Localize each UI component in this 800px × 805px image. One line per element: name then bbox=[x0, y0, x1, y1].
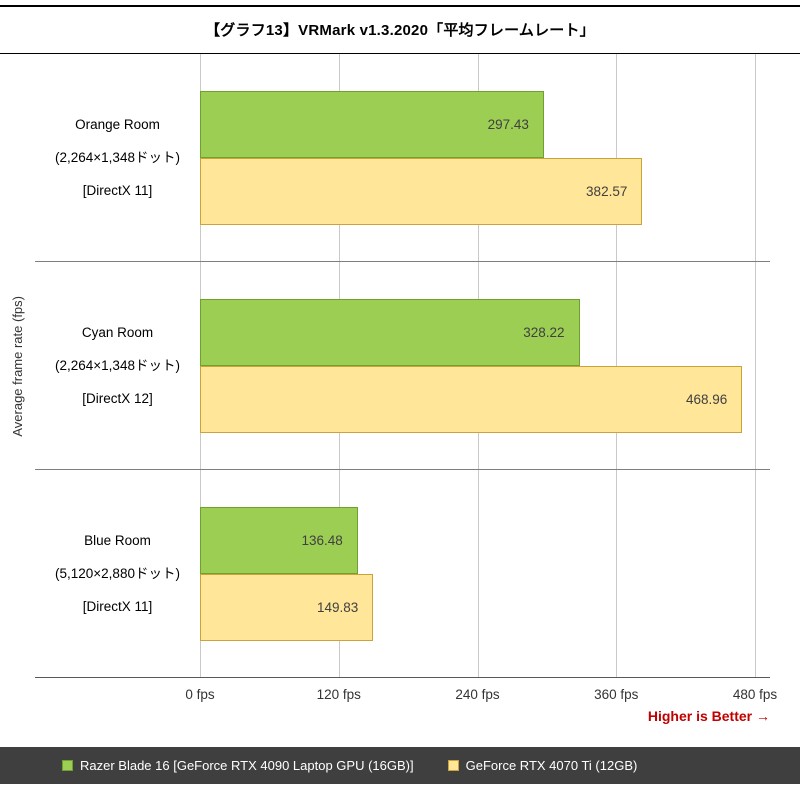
legend-label: GeForce RTX 4070 Ti (12GB) bbox=[465, 758, 638, 773]
bar-zone: 297.43 382.57 bbox=[200, 54, 755, 261]
category-label-line: (5,120×2,880ドット) bbox=[55, 566, 180, 581]
x-tick-label: 480 fps bbox=[732, 687, 778, 702]
legend-bar: Razer Blade 16 [GeForce RTX 4090 Laptop … bbox=[0, 747, 800, 784]
bar-value-label: 382.57 bbox=[586, 184, 628, 199]
bar-value-label: 328.22 bbox=[523, 325, 565, 340]
chart-group: Orange Room (2,264×1,348ドット) [DirectX 11] 2… bbox=[35, 54, 770, 262]
x-tick-label: 240 fps bbox=[455, 687, 500, 702]
x-tick-label: 0 fps bbox=[185, 687, 215, 702]
legend-item: GeForce RTX 4070 Ti (12GB) bbox=[447, 758, 638, 773]
y-axis-label-text: Average frame rate (fps) bbox=[10, 295, 25, 437]
legend-swatch bbox=[62, 760, 73, 771]
bar-zone: 328.22 468.96 bbox=[200, 262, 755, 469]
legend-item: Razer Blade 16 [GeForce RTX 4090 Laptop … bbox=[62, 758, 414, 773]
x-axis: 0 fps 120 fps 240 fps 360 fps 480 fps bbox=[185, 678, 777, 708]
y-axis-label: Average frame rate (fps) bbox=[0, 54, 35, 678]
chart-group: Cyan Room (2,264×1,348ドット) [DirectX 12] 328… bbox=[35, 262, 770, 470]
chart-title-bar: 【グラフ13】VRMark v1.3.2020「平均フレームレート」 bbox=[0, 5, 800, 54]
category-label: Cyan Room (2,264×1,348ドット) [DirectX 12] bbox=[35, 262, 200, 469]
category-label-line: Orange Room bbox=[75, 117, 160, 132]
gridline bbox=[755, 54, 756, 678]
category-label: Blue Room (5,120×2,880ドット) [DirectX 11] bbox=[35, 470, 200, 677]
category-label-line: [DirectX 11] bbox=[82, 183, 153, 198]
bar-series-0: 297.43 bbox=[200, 91, 544, 158]
bar-value-label: 149.83 bbox=[316, 600, 359, 615]
chart-group: Blue Room (5,120×2,880ドット) [DirectX 11] 136… bbox=[35, 470, 770, 678]
higher-is-better-note: Higher is Better → bbox=[647, 708, 770, 724]
legend-label: Razer Blade 16 [GeForce RTX 4090 Laptop … bbox=[80, 758, 414, 773]
category-label-line: [DirectX 12] bbox=[82, 391, 153, 406]
bar-series-0: 328.22 bbox=[200, 299, 580, 366]
bar-value-label: 468.96 bbox=[685, 392, 728, 407]
category-label-line: [DirectX 11] bbox=[82, 599, 153, 614]
category-label-line: (2,264×1,348ドット) bbox=[55, 150, 180, 165]
bar-series-0: 136.48 bbox=[200, 507, 358, 574]
bar-series-1: 468.96 bbox=[200, 366, 743, 433]
category-label-line: Cyan Room bbox=[81, 325, 154, 340]
bar-value-label: 297.43 bbox=[487, 117, 529, 132]
legend-swatch bbox=[447, 760, 459, 771]
category-label: Orange Room (2,264×1,348ドット) [DirectX 11] bbox=[35, 54, 200, 261]
bar-series-1: 382.57 bbox=[200, 158, 643, 225]
benchmark-chart-page: 【グラフ13】VRMark v1.3.2020「平均フレームレート」 Avera… bbox=[0, 5, 800, 805]
chart-title: 【グラフ13】VRMark v1.3.2020「平均フレームレート」 bbox=[205, 22, 595, 39]
x-tick-label: 360 fps bbox=[594, 687, 639, 702]
bar-series-1: 149.83 bbox=[200, 574, 374, 641]
category-label-line: Blue Room bbox=[84, 533, 151, 548]
chart-area: Average frame rate (fps) Orange Room (2,2… bbox=[0, 54, 800, 678]
category-label-line: (2,264×1,348ドット) bbox=[55, 358, 180, 373]
bar-zone: 136.48 149.83 bbox=[200, 470, 755, 677]
chart-rows: Orange Room (2,264×1,348ドット) [DirectX 11] 2… bbox=[35, 54, 770, 678]
x-tick-label: 120 fps bbox=[316, 687, 361, 702]
bar-value-label: 136.48 bbox=[301, 533, 343, 548]
